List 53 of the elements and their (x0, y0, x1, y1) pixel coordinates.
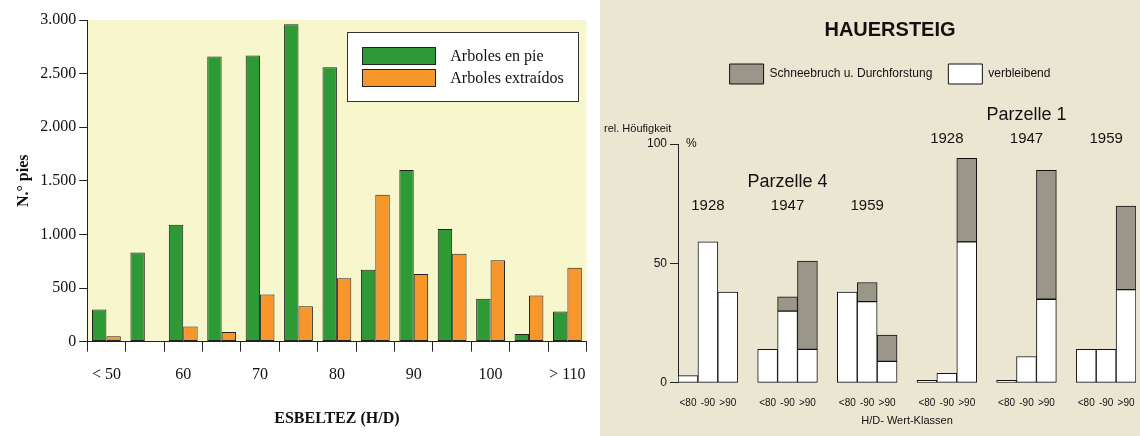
x-tick-label: -90 (1019, 396, 1035, 408)
x-tick-label: >90 (798, 396, 817, 408)
x-tick-label: -90 (1098, 396, 1114, 408)
x-tick-label: >90 (1037, 396, 1056, 408)
x-tick-label: 90 (405, 365, 422, 383)
annotation: 1959 (850, 196, 884, 214)
y-tick-label: 2.500 (40, 63, 77, 81)
x-tick-label: > 110 (549, 365, 586, 383)
x-tick-label: 80 (328, 365, 345, 383)
x-tick-label: <80 (1077, 396, 1096, 408)
x-tick-label: <80 (998, 396, 1016, 408)
y-tick-label: 500 (52, 278, 77, 296)
annotation: Parzelle 4 (747, 171, 828, 192)
y-tick-label: 50 (653, 255, 668, 270)
annotation: 1959 (1089, 129, 1123, 147)
x-tick-label: -90 (700, 396, 716, 408)
x-tick-label: <80 (759, 396, 777, 408)
x-tick-label: 70 (252, 365, 269, 383)
x-tick-label: 60 (175, 365, 192, 383)
x-tick-label: >90 (1117, 396, 1135, 408)
legend-label: verbleibend (988, 66, 1051, 81)
y-tick-label: 2.000 (40, 117, 77, 135)
y-axis-title: rel. Höufigkeit (604, 121, 672, 134)
annotation: % (686, 136, 698, 151)
x-tick-label: -90 (859, 396, 875, 408)
legend-label: Schneebruch u. Durchforstung (769, 66, 933, 81)
chart-title: HAUERSTEIG (824, 17, 956, 40)
annotation: 1928 (691, 196, 725, 214)
x-axis-title: ESBELTEZ (H/D) (274, 408, 400, 427)
legend-label: Arboles extraídos (450, 69, 564, 87)
x-tick-label: < 50 (91, 365, 121, 383)
x-tick-label: 100 (478, 365, 503, 383)
x-tick-label: >90 (878, 396, 897, 408)
x-tick-label: >90 (958, 396, 976, 408)
annotation: 1947 (770, 196, 805, 214)
annotation: 1928 (930, 129, 964, 147)
x-tick-label: <80 (679, 396, 697, 408)
y-tick-label: 1.000 (40, 224, 77, 242)
text: Parzelle 1 (986, 104, 1067, 125)
annotation: 1947 (1009, 129, 1044, 147)
y-tick-label: 0 (660, 375, 668, 390)
x-tick-label: <80 (838, 396, 857, 408)
y-tick-label: 1.500 (40, 171, 77, 188)
x-axis-title: H/D- Wert-Klassen (861, 414, 953, 427)
y-tick-label: 100 (646, 136, 668, 151)
x-tick-label: -90 (939, 396, 955, 408)
x-tick-label: <80 (918, 396, 936, 408)
y-tick-label: 0 (68, 331, 77, 349)
y-tick-label: 3.000 (40, 10, 77, 28)
x-tick-label: >90 (719, 396, 737, 408)
legend-label: Arboles en pie (450, 47, 544, 65)
x-tick-label: -90 (780, 396, 796, 408)
y-axis-title: N.° pies (13, 154, 32, 208)
